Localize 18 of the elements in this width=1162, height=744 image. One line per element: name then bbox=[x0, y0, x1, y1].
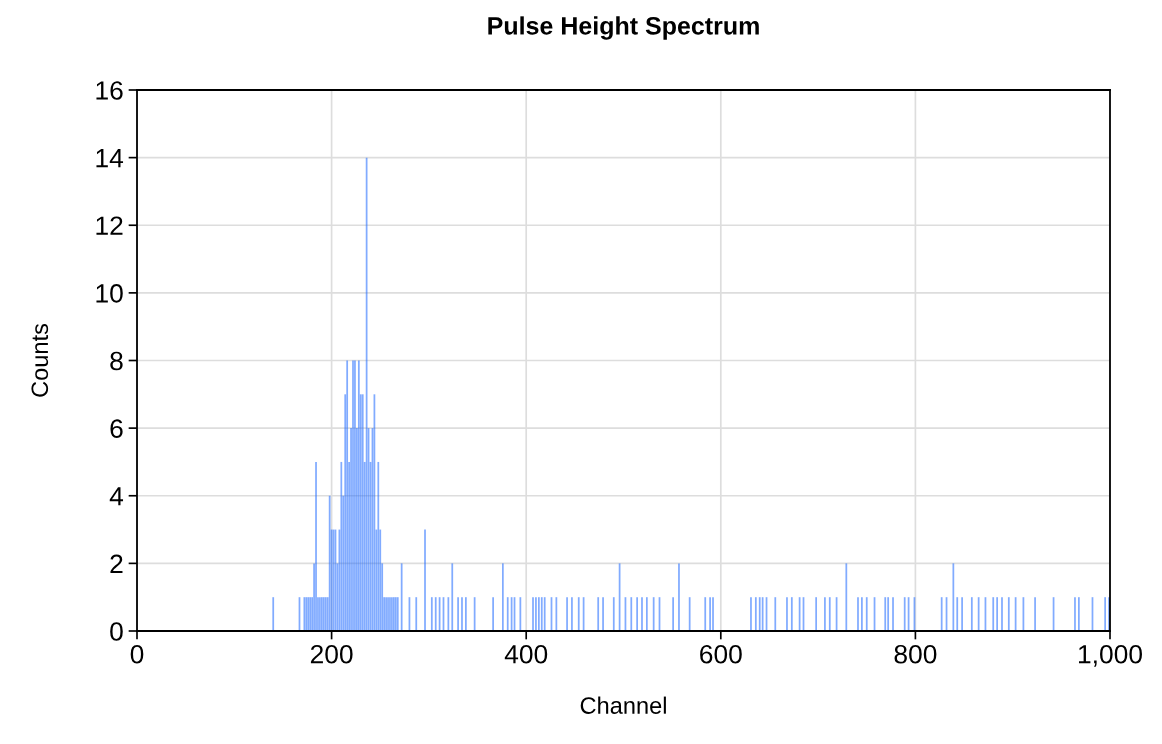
y-tick-label: 16 bbox=[96, 81, 123, 100]
y-tick-label: 8 bbox=[110, 351, 123, 371]
x-tick-label: 200 bbox=[310, 644, 353, 664]
x-tick-label: 600 bbox=[700, 644, 742, 664]
x-tick-label: 800 bbox=[894, 644, 937, 664]
x-axis-title: Channel bbox=[580, 696, 666, 714]
y-tick-label: 14 bbox=[96, 149, 124, 168]
y-axis-title: Counts bbox=[31, 323, 49, 397]
chart-title: Pulse Height Spectrum bbox=[488, 16, 759, 40]
y-tick-label: 12 bbox=[96, 216, 123, 235]
y-tick-label: 10 bbox=[96, 284, 123, 303]
y-tick-label: 4 bbox=[109, 487, 124, 506]
x-tick-label: 1,000 bbox=[1079, 644, 1142, 667]
y-tick-label: 6 bbox=[110, 419, 123, 438]
y-tick-label: 2 bbox=[110, 554, 123, 573]
x-tick-label: 400 bbox=[504, 644, 548, 664]
y-tick-label: 0 bbox=[110, 622, 123, 641]
x-tick-label: 0 bbox=[130, 644, 144, 664]
